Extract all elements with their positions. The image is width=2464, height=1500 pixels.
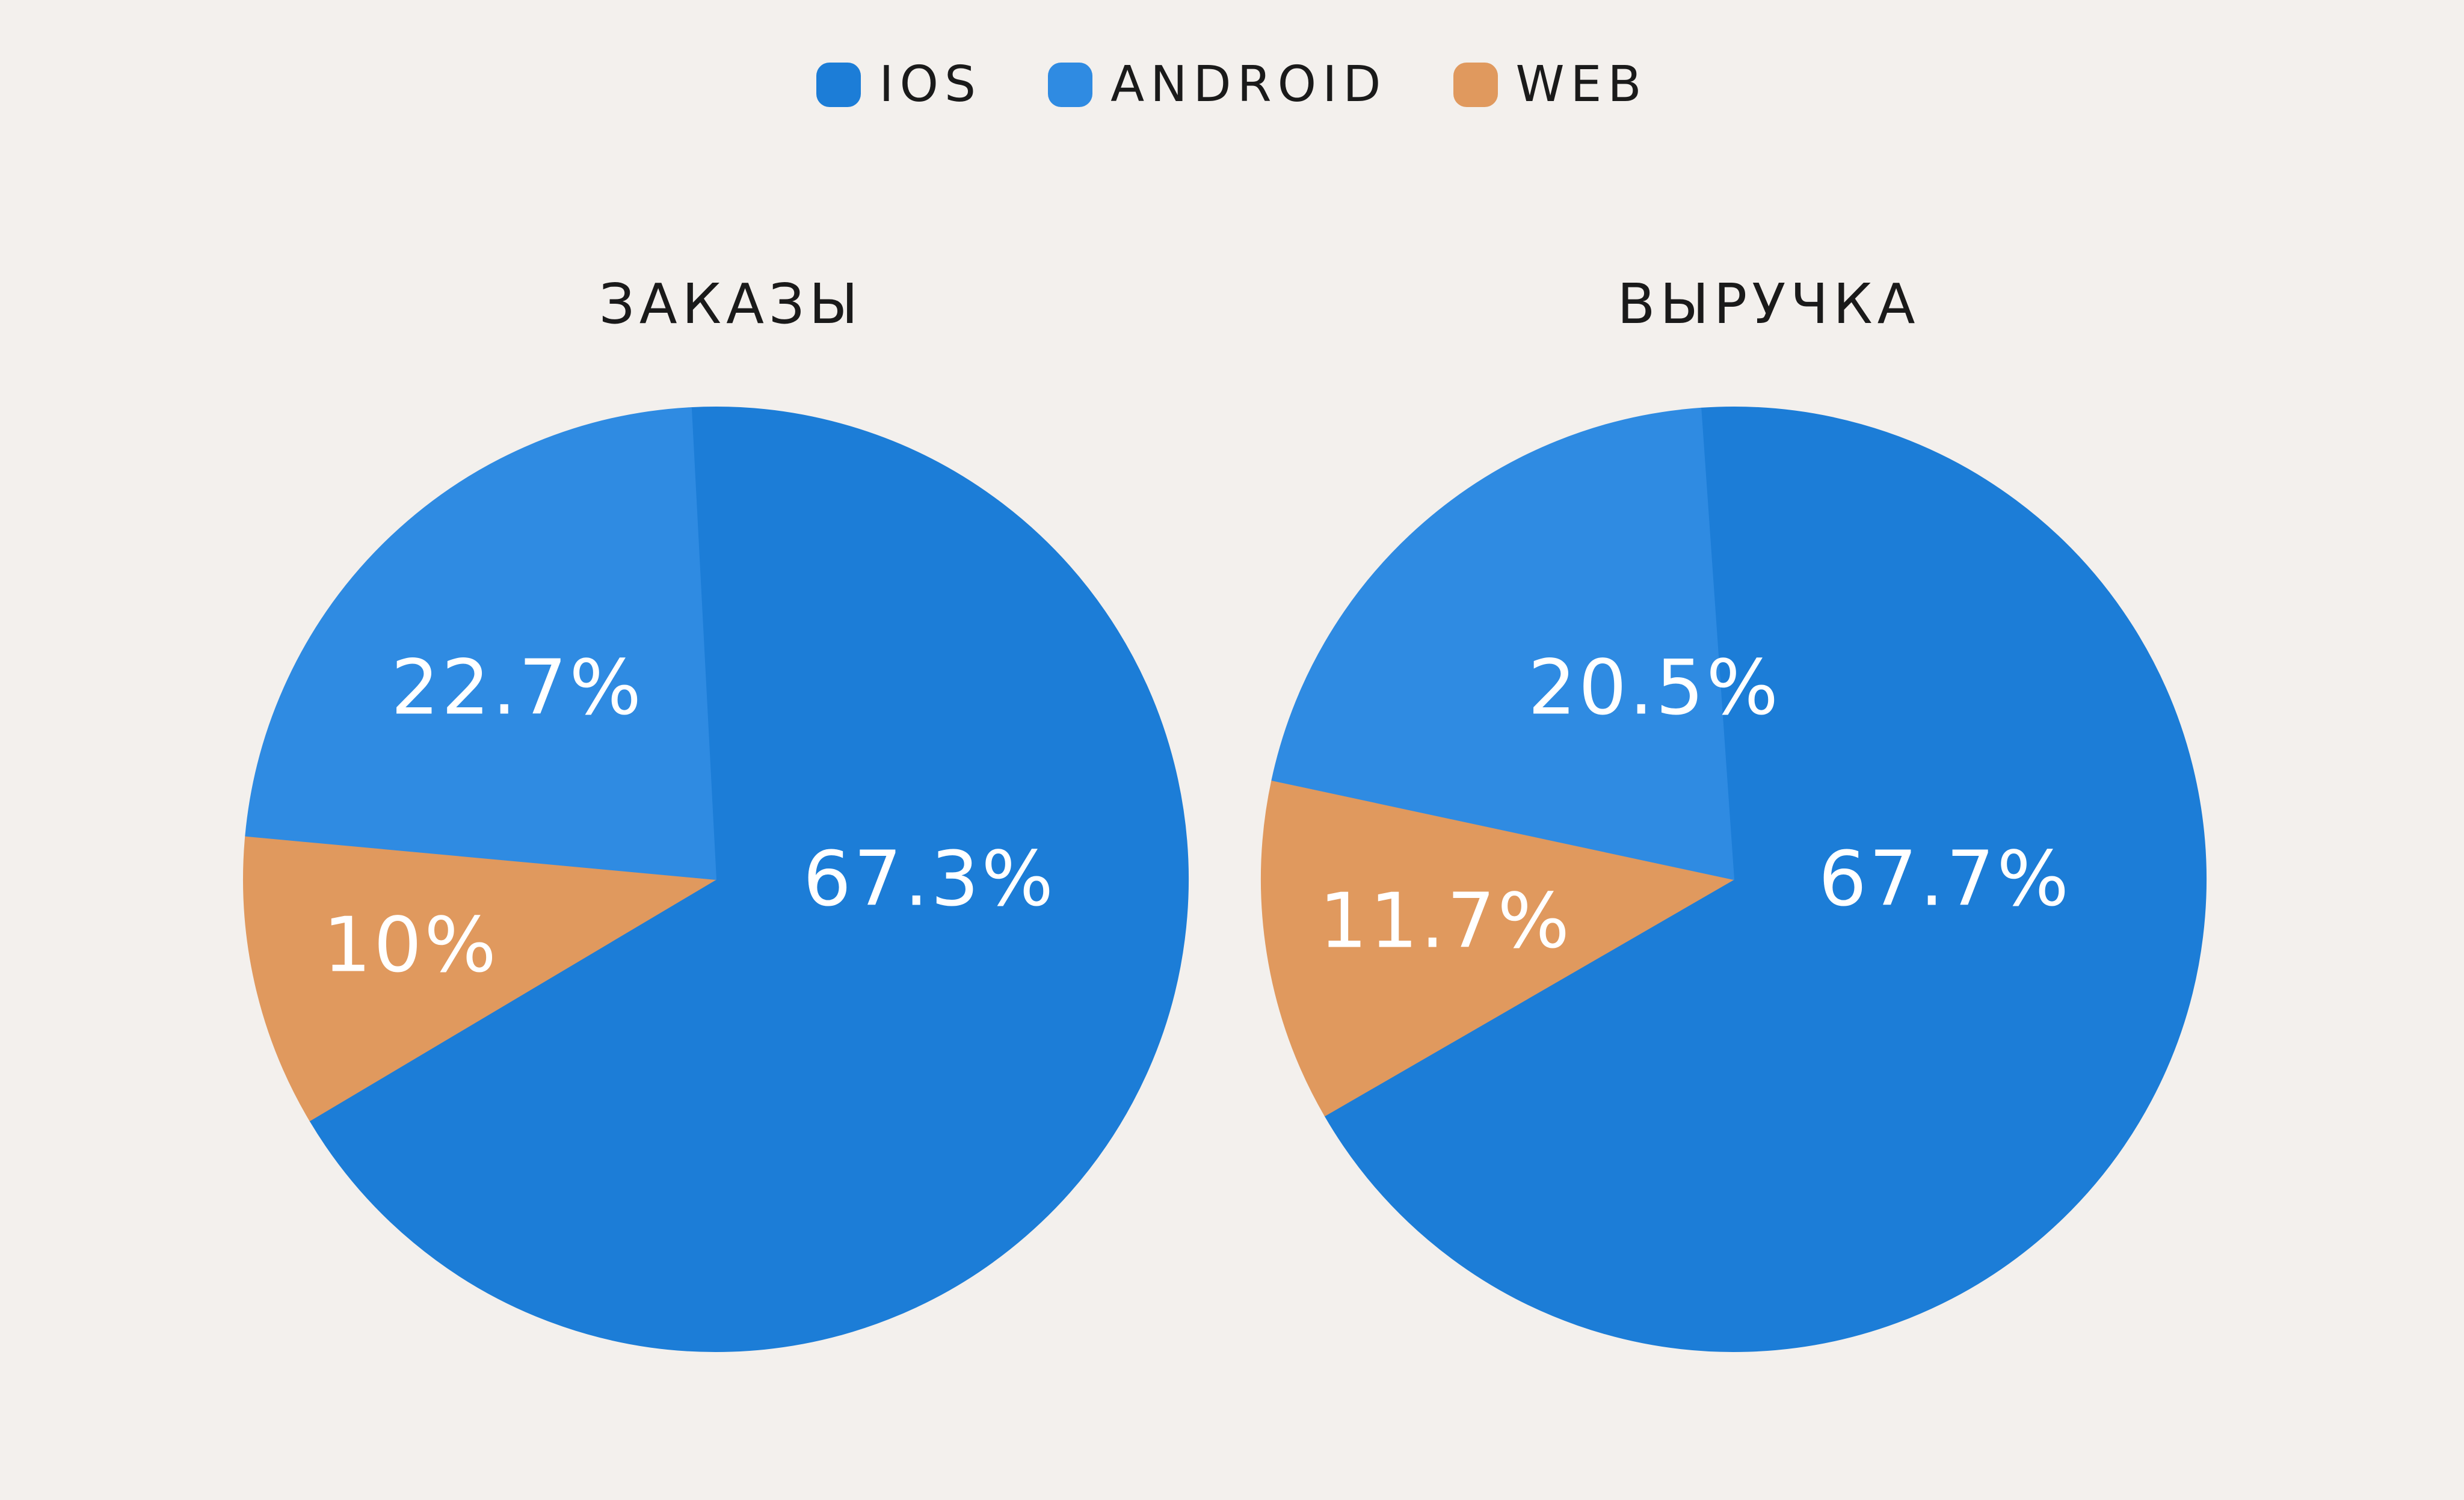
pie-label-revenue-android: 20.5% bbox=[1528, 644, 1781, 732]
pie-label-orders-android: 22.7% bbox=[391, 644, 644, 732]
legend-swatch-android bbox=[1048, 63, 1093, 107]
legend-item-ios[interactable]: IOS bbox=[816, 60, 982, 109]
legend-swatch-ios bbox=[816, 63, 861, 107]
pie-slice-revenue-web[interactable] bbox=[1261, 779, 1734, 1116]
pie-label-orders-ios: 67.3% bbox=[803, 835, 1056, 923]
chart-title-orders: ЗАКАЗЫ bbox=[599, 272, 863, 336]
legend-label-android: ANDROID bbox=[1110, 56, 1387, 113]
pie-slice-revenue-android[interactable] bbox=[1271, 407, 1734, 880]
pie-chart-orders: 67.3% 10% 22.7% bbox=[243, 407, 1189, 1353]
pie-label-revenue-web: 11.7% bbox=[1319, 877, 1572, 965]
legend-item-android[interactable]: ANDROID bbox=[1048, 60, 1387, 109]
legend-swatch-web bbox=[1453, 63, 1498, 107]
pie-slice-orders-ios[interactable] bbox=[309, 407, 1189, 1353]
chart-title-revenue: ВЫРУЧКА bbox=[1617, 272, 1920, 336]
legend-label-web: WEB bbox=[1515, 56, 1648, 113]
pie-chart-revenue: 67.7% 11.7% 20.5% bbox=[1261, 407, 2207, 1352]
pie-slice-orders-web[interactable] bbox=[243, 835, 716, 1122]
pie-label-revenue-ios: 67.7% bbox=[1819, 835, 2071, 923]
pie-slice-revenue-ios[interactable] bbox=[1324, 407, 2207, 1352]
pie-label-orders-web: 10% bbox=[323, 901, 499, 989]
legend-item-web[interactable]: WEB bbox=[1453, 60, 1648, 109]
pie-slice-orders-android[interactable] bbox=[245, 407, 716, 880]
legend: IOS ANDROID WEB bbox=[0, 60, 2464, 109]
legend-label-ios: IOS bbox=[879, 56, 982, 113]
